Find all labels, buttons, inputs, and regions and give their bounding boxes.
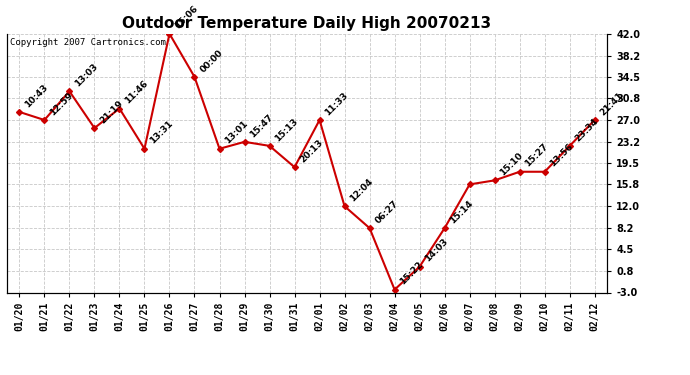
Text: 15:13: 15:13 (273, 116, 300, 143)
Text: 11:46: 11:46 (124, 79, 150, 106)
Text: 15:47: 15:47 (248, 112, 275, 139)
Text: 21:19: 21:19 (98, 99, 125, 125)
Text: 12:59: 12:59 (48, 90, 75, 117)
Text: 06:27: 06:27 (373, 199, 400, 225)
Text: 10:43: 10:43 (23, 82, 50, 109)
Text: 21:41: 21:41 (598, 90, 625, 117)
Text: 20:13: 20:13 (298, 138, 325, 164)
Text: 15:06: 15:06 (173, 4, 199, 31)
Text: 00:00: 00:00 (198, 48, 224, 74)
Text: Copyright 2007 Cartronics.com: Copyright 2007 Cartronics.com (10, 38, 166, 46)
Text: 13:31: 13:31 (148, 119, 175, 146)
Text: 14:03: 14:03 (424, 237, 450, 264)
Text: 23:34: 23:34 (573, 116, 600, 143)
Text: 15:14: 15:14 (448, 198, 475, 225)
Text: 12:04: 12:04 (348, 177, 375, 203)
Text: 15:27: 15:27 (524, 142, 550, 169)
Text: 13:03: 13:03 (73, 62, 99, 88)
Title: Outdoor Temperature Daily High 20070213: Outdoor Temperature Daily High 20070213 (123, 16, 491, 31)
Text: 13:56: 13:56 (549, 142, 575, 169)
Text: 13:01: 13:01 (224, 119, 250, 146)
Text: 15:10: 15:10 (498, 151, 525, 177)
Text: 11:33: 11:33 (324, 90, 350, 117)
Text: 15:22: 15:22 (398, 260, 425, 287)
